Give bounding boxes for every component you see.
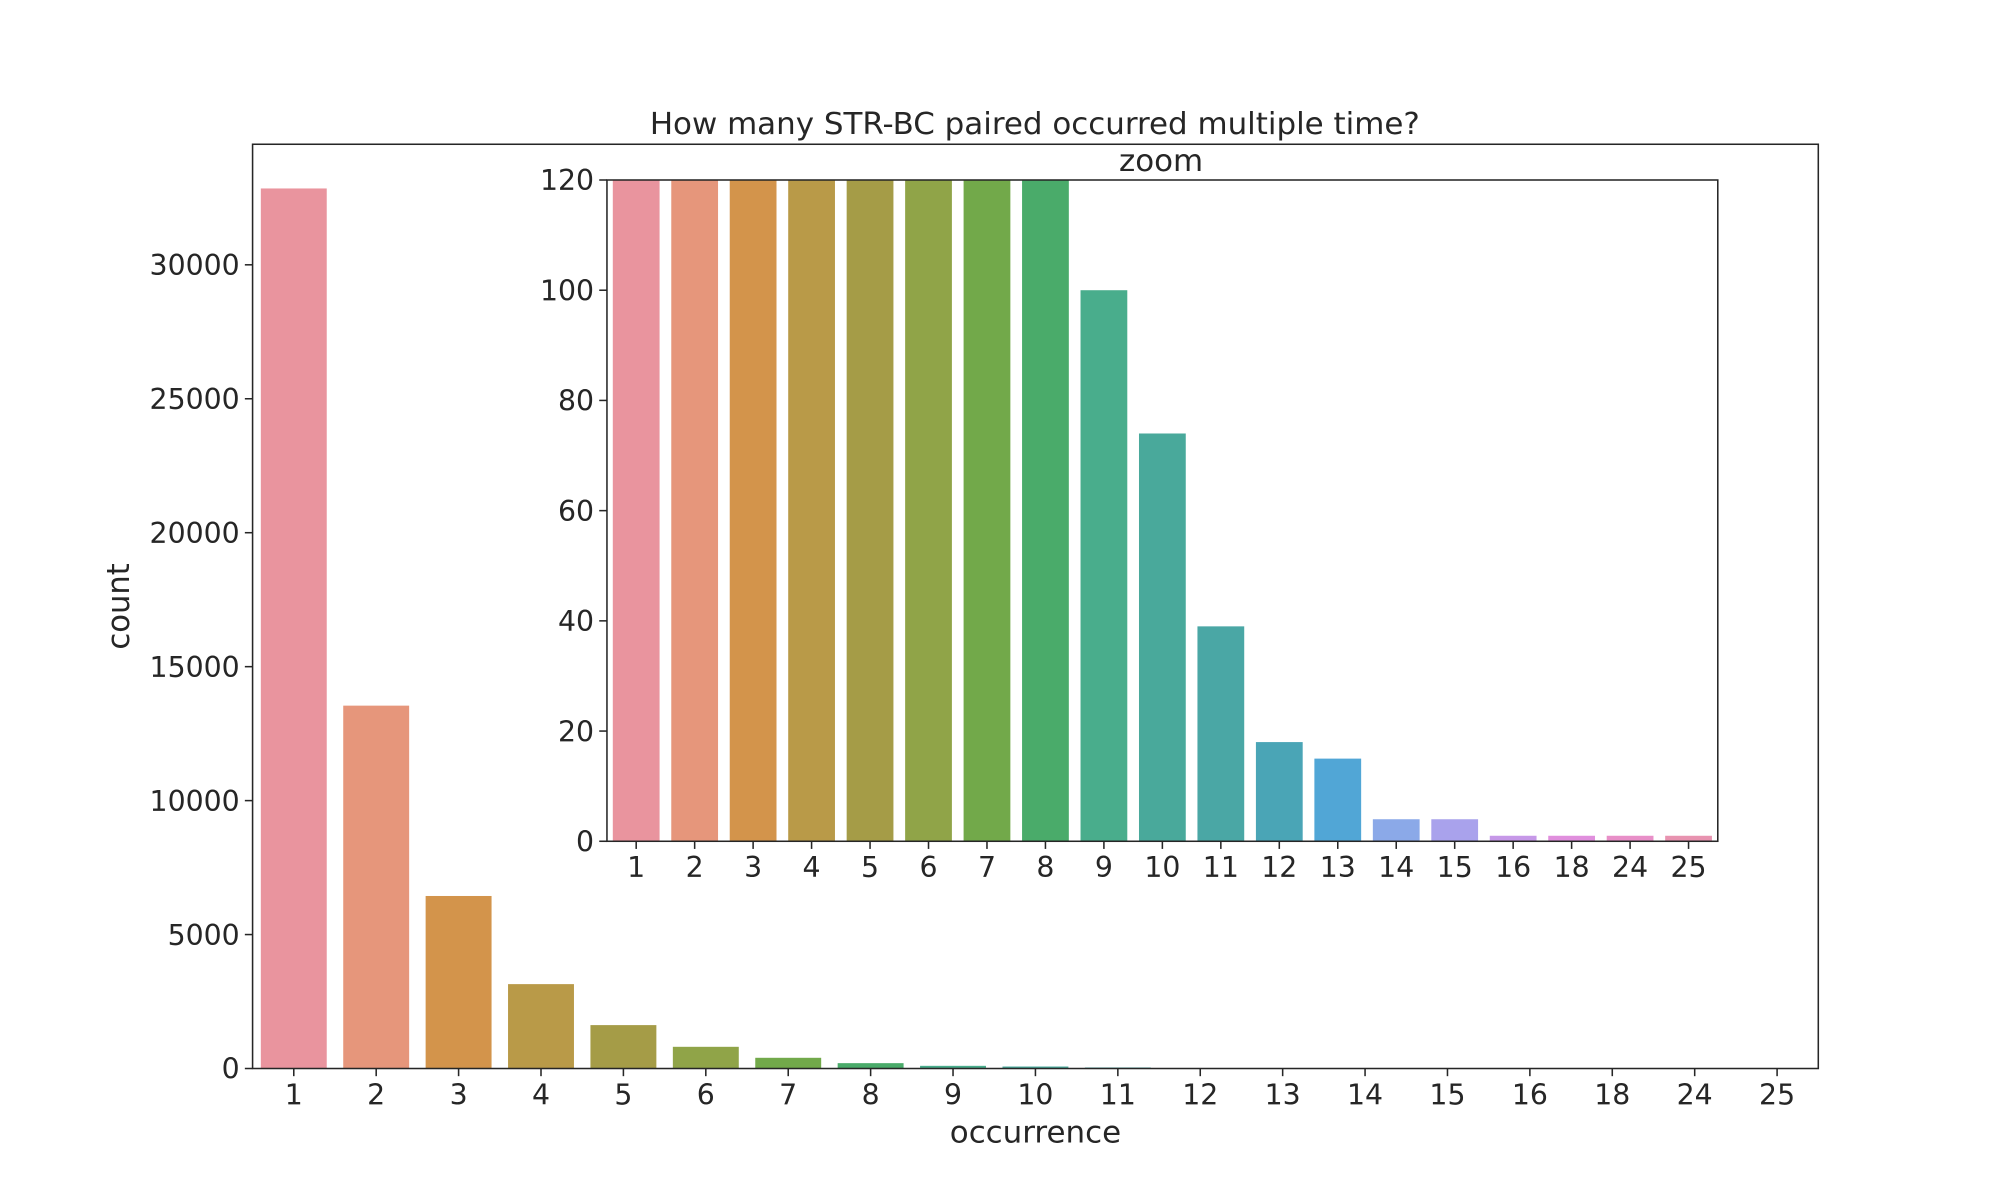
x-tick-label: 14 xyxy=(1347,1078,1383,1111)
bar xyxy=(837,1063,904,1069)
x-axis-label: occurrence xyxy=(950,1115,1121,1151)
bar xyxy=(1431,819,1479,842)
x-tick-label: 16 xyxy=(1512,1078,1548,1111)
y-tick-label: 20 xyxy=(558,715,594,748)
y-tick-label: 10000 xyxy=(150,785,240,818)
bar xyxy=(1665,835,1712,842)
bar xyxy=(1606,835,1654,842)
x-tick-label: 4 xyxy=(803,851,821,884)
bar xyxy=(260,188,327,1069)
chart-title: How many STR-BC paired occurred multiple… xyxy=(650,106,1420,142)
bar xyxy=(1002,1066,1069,1069)
y-tick-label: 120 xyxy=(540,164,594,197)
x-tick-label: 1 xyxy=(285,1078,303,1111)
x-tick-label: 13 xyxy=(1265,1078,1301,1111)
x-tick-label: 10 xyxy=(1144,851,1180,884)
x-tick-label: 25 xyxy=(1671,851,1707,884)
y-tick-label: 80 xyxy=(558,385,594,418)
x-tick-label: 5 xyxy=(861,851,879,884)
bar xyxy=(508,984,574,1069)
x-tick-label: 11 xyxy=(1203,851,1239,884)
bar xyxy=(343,705,410,1069)
x-tick-label: 8 xyxy=(862,1078,880,1111)
y-tick-label: 15000 xyxy=(150,651,240,684)
y-tick-label: 20000 xyxy=(150,517,240,550)
x-tick-label: 7 xyxy=(779,1078,797,1111)
x-tick-label: 8 xyxy=(1036,851,1054,884)
bar xyxy=(905,180,952,842)
bar xyxy=(612,180,660,842)
y-axis-label: count xyxy=(101,563,137,649)
bar xyxy=(671,180,719,842)
x-tick-label: 11 xyxy=(1100,1078,1136,1111)
plot-area xyxy=(612,180,1712,842)
x-tick-label: 3 xyxy=(744,851,762,884)
chart-title: zoom xyxy=(1119,143,1203,179)
y-tick-label: 0 xyxy=(222,1053,240,1086)
x-tick-label: 18 xyxy=(1594,1078,1630,1111)
x-tick-label: 25 xyxy=(1759,1078,1795,1111)
y-tick-label: 100 xyxy=(540,275,594,308)
x-tick-label: 16 xyxy=(1495,851,1531,884)
y-tick-label: 25000 xyxy=(150,383,240,416)
x-tick-label: 1 xyxy=(627,851,645,884)
y-tick-label: 0 xyxy=(576,826,594,859)
y-tick-label: 30000 xyxy=(150,249,240,282)
bar xyxy=(1372,819,1420,842)
x-tick-label: 15 xyxy=(1429,1078,1465,1111)
x-tick-label: 24 xyxy=(1612,851,1648,884)
bar xyxy=(963,180,1011,842)
x-tick-label: 9 xyxy=(944,1078,962,1111)
x-tick-label: 6 xyxy=(919,851,937,884)
x-tick-label: 24 xyxy=(1677,1078,1713,1111)
x-tick-label: 2 xyxy=(367,1078,385,1111)
bar xyxy=(1489,835,1537,842)
x-tick-label: 10 xyxy=(1017,1078,1053,1111)
bar xyxy=(1197,626,1245,842)
y-tick-label: 60 xyxy=(558,495,594,528)
x-tick-label: 5 xyxy=(614,1078,632,1111)
x-tick-label: 4 xyxy=(532,1078,550,1111)
bar xyxy=(1138,433,1186,842)
bar xyxy=(1548,835,1596,842)
x-tick-label: 12 xyxy=(1182,1078,1218,1111)
bar xyxy=(1255,742,1303,842)
bar xyxy=(590,1025,657,1069)
bar xyxy=(425,895,492,1069)
x-tick-label: 15 xyxy=(1437,851,1473,884)
x-tick-label: 6 xyxy=(697,1078,715,1111)
x-tick-label: 12 xyxy=(1261,851,1297,884)
bar xyxy=(729,180,777,842)
y-tick-label: 5000 xyxy=(168,919,240,952)
x-tick-label: 18 xyxy=(1554,851,1590,884)
x-tick-label: 7 xyxy=(978,851,996,884)
x-tick-label: 9 xyxy=(1095,851,1113,884)
bar xyxy=(755,1057,822,1069)
bar xyxy=(672,1046,739,1069)
x-tick-label: 13 xyxy=(1320,851,1356,884)
bar xyxy=(920,1065,986,1069)
bar xyxy=(1022,180,1069,842)
bar xyxy=(846,180,894,842)
bar xyxy=(788,180,835,842)
bar xyxy=(1080,290,1128,842)
y-tick-label: 40 xyxy=(558,605,594,638)
x-tick-label: 3 xyxy=(450,1078,468,1111)
x-tick-label: 2 xyxy=(686,851,704,884)
x-tick-label: 14 xyxy=(1378,851,1414,884)
bar xyxy=(1314,758,1362,842)
plot-area xyxy=(260,188,1811,1069)
